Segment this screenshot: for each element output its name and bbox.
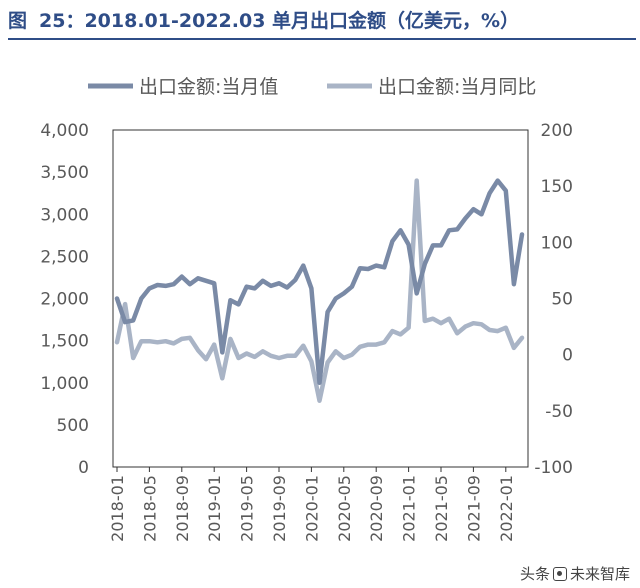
x-axis-tick-label: 2021-01 — [400, 475, 419, 542]
left-axis-tick-label: 1,000 — [40, 374, 89, 394]
x-axis-tick-label: 2020-09 — [367, 475, 386, 542]
x-axis-tick-label: 2022-01 — [497, 475, 516, 542]
watermark-icon — [552, 567, 567, 581]
x-axis-tick-label: 2019-05 — [238, 475, 257, 542]
legend-label-export-value: 出口金额:当月值 — [139, 76, 278, 98]
plot-frame — [112, 129, 529, 468]
left-axis-tick-label: 3,000 — [40, 205, 89, 225]
left-axis-tick-label: 2,000 — [40, 290, 89, 310]
left-axis-tick-label: 1,500 — [40, 332, 89, 352]
x-axis-tick-label: 2020-05 — [335, 475, 354, 542]
right-axis-tick-label: -50 — [545, 402, 573, 422]
right-axis-tick-label: 50 — [551, 290, 573, 310]
left-axis-tick-label: 3,500 — [40, 163, 89, 183]
legend: 出口金额:当月值 出口金额:当月同比 — [88, 76, 536, 98]
watermark-name: 未来智库 — [569, 565, 630, 583]
x-axis-tick-label: 2018-09 — [173, 475, 192, 542]
plot-area — [114, 178, 525, 403]
right-axis-tick-label: 100 — [541, 233, 573, 253]
axes: 05001,0001,5002,0002,5003,0003,5004,000-… — [40, 121, 573, 542]
series-line-export-value — [114, 178, 525, 386]
title-text: 25：2018.01-2022.03 单月出口金额（亿美元，%） — [39, 10, 520, 32]
right-axis-tick-label: 200 — [541, 121, 573, 141]
x-axis-tick-label: 2018-05 — [140, 475, 159, 542]
x-axis-tick-label: 2018-01 — [108, 475, 127, 542]
watermark: 头条 未来智库 — [520, 563, 630, 584]
right-axis-tick-label: 150 — [541, 177, 573, 197]
left-axis-tick-label: 500 — [57, 416, 89, 436]
left-axis-tick-label: 4,000 — [40, 121, 89, 141]
x-axis-tick-label: 2021-09 — [464, 475, 483, 542]
left-axis-tick-label: 2,500 — [40, 247, 89, 267]
x-axis-tick-label: 2020-01 — [302, 475, 321, 542]
chart-title: 图 25：2018.01-2022.03 单月出口金额（亿美元，%） — [8, 6, 636, 40]
watermark-brand: 头条 — [519, 565, 550, 583]
right-axis-tick-label: 0 — [562, 346, 573, 366]
left-axis-tick-label: 0 — [78, 458, 89, 478]
x-axis-tick-label: 2019-01 — [205, 475, 224, 542]
x-axis-tick-label: 2019-09 — [270, 475, 289, 542]
legend-label-export-yoy: 出口金额:当月同比 — [378, 76, 536, 98]
x-axis-tick-label: 2021-05 — [432, 475, 451, 542]
title-prefix: 图 — [8, 10, 28, 32]
right-axis-tick-label: -100 — [534, 458, 573, 478]
